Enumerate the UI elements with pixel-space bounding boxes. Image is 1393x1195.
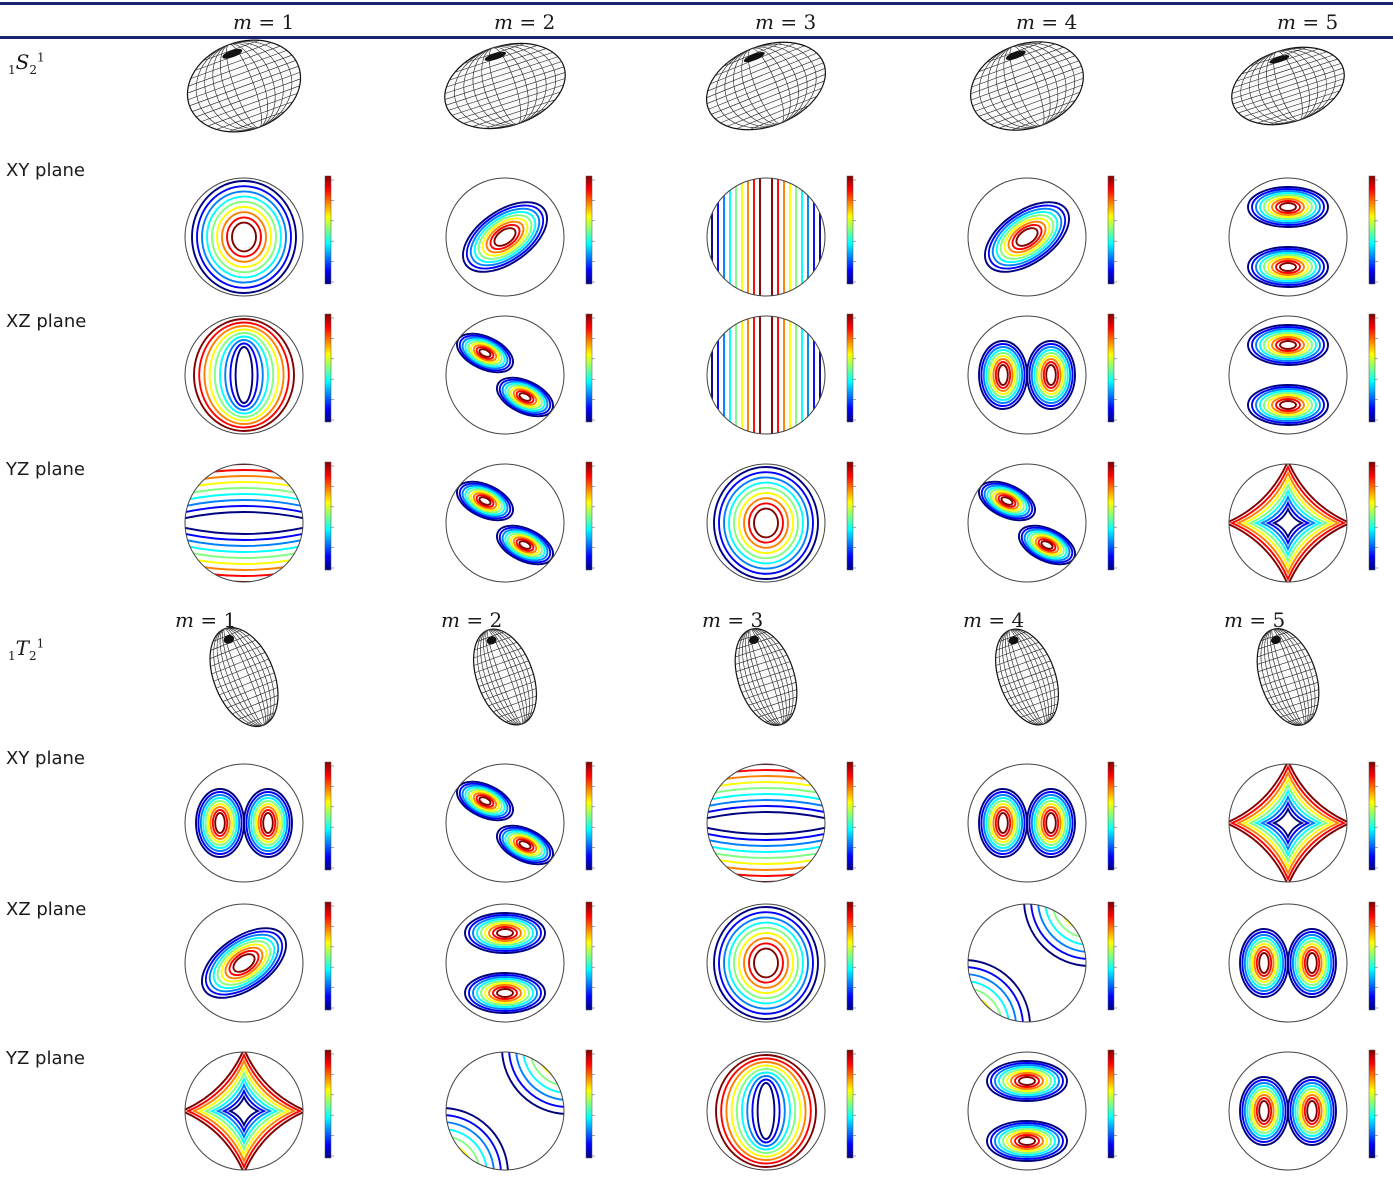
colorbar-s-r1-m1 [324,175,334,285]
contour-s-r3-m3 [706,463,826,583]
contour-t-r2-m5 [1228,903,1348,1023]
contour-t-r3-m5 [1228,1051,1348,1171]
contour-t-r1-m1 [184,763,304,883]
colorbar-s-r3-m5 [1368,461,1378,571]
shape-s-m4 [970,41,1084,131]
colorbar-t-r1-m1 [324,761,334,871]
colorbar-t-r3-m5 [1368,1049,1378,1159]
shape-t-m3 [734,628,798,726]
colorbar-s-r2-m1 [324,313,334,423]
contour-s-r1-m1 [184,177,304,297]
contour-t-r1-m4 [967,763,1087,883]
colorbar-t-r2-m3 [846,901,856,1011]
shape-s-m1 [186,39,302,133]
colorbar-s-r3-m4 [1107,461,1117,571]
contour-s-r3-m2 [445,463,565,583]
contour-t-r2-m3 [706,903,826,1023]
shape-s-m3 [705,41,827,131]
contour-s-r1-m5 [1228,177,1348,297]
shape-t-m5 [1256,628,1320,726]
contour-t-r3-m4 [967,1051,1087,1171]
contour-t-r2-m4 [967,903,1087,1023]
column-header-m4-second: m = 4 [963,608,1025,632]
column-header-m4: m = 4 [1016,10,1078,34]
colorbar-t-r3-m3 [846,1049,856,1159]
contour-s-r3-m1 [184,463,304,583]
column-header-m3: m = 3 [755,10,817,34]
contour-s-r2-m2 [445,315,565,435]
colorbar-t-r3-m4 [1107,1049,1117,1159]
colorbar-t-r1-m5 [1368,761,1378,871]
colorbar-t-r2-m1 [324,901,334,1011]
colorbar-t-r1-m2 [585,761,595,871]
column-header-m5: m = 5 [1277,10,1339,34]
row-label-s-xy: XY plane [6,160,85,181]
shape-t-m1 [209,626,279,728]
header-rule [0,36,1393,39]
column-header-m1-second: m = 1 [175,608,237,632]
contour-t-r1-m3 [706,763,826,883]
colorbar-t-r2-m2 [585,901,595,1011]
section-symbol-t: 1T21 [8,636,45,663]
top-rule [0,2,1393,5]
colorbar-s-r1-m4 [1107,175,1117,285]
row-label-t-yz: YZ plane [6,1048,85,1069]
colorbar-s-r1-m5 [1368,175,1378,285]
colorbar-t-r3-m2 [585,1049,595,1159]
colorbar-s-r3-m2 [585,461,595,571]
column-header-m1: m = 1 [233,10,295,34]
contour-s-r2-m5 [1228,315,1348,435]
colorbar-t-r2-m5 [1368,901,1378,1011]
colorbar-s-r2-m3 [846,313,856,423]
contour-t-r3-m2 [445,1051,565,1171]
column-header-m2: m = 2 [494,10,556,34]
column-header-m5-second: m = 5 [1224,608,1286,632]
contour-t-r3-m1 [184,1051,304,1171]
colorbar-t-r1-m4 [1107,761,1117,871]
section-symbol-s: 1S21 [8,50,45,77]
row-label-s-xz: XZ plane [6,311,87,332]
contour-s-r2-m3 [706,315,826,435]
row-label-t-xy: XY plane [6,748,85,769]
contour-t-r3-m3 [706,1051,826,1171]
contour-s-r3-m4 [967,463,1087,583]
contour-t-r2-m1 [184,903,304,1023]
row-label-s-yz: YZ plane [6,459,85,480]
colorbar-s-r3-m1 [324,461,334,571]
contour-t-r2-m2 [445,903,565,1023]
colorbar-s-r1-m2 [585,175,595,285]
colorbar-s-r3-m3 [846,461,856,571]
shape-t-m2 [473,628,537,726]
column-header-m3-second: m = 3 [702,608,764,632]
colorbar-s-r1-m3 [846,175,856,285]
column-header-m2-second: m = 2 [441,608,503,632]
colorbar-s-r2-m2 [585,313,595,423]
contour-s-r2-m4 [967,315,1087,435]
colorbar-s-r2-m5 [1368,313,1378,423]
contour-t-r1-m2 [445,763,565,883]
contour-s-r3-m5 [1228,463,1348,583]
contour-s-r1-m2 [445,177,565,297]
contour-s-r1-m3 [706,177,826,297]
shape-s-m5 [1231,46,1345,126]
colorbar-t-r1-m3 [846,761,856,871]
shape-t-m4 [995,628,1059,726]
colorbar-t-r3-m1 [324,1049,334,1159]
colorbar-s-r2-m4 [1107,313,1117,423]
contour-s-r2-m1 [184,315,304,435]
contour-s-r1-m4 [967,177,1087,297]
contour-t-r1-m5 [1228,763,1348,883]
colorbar-t-r2-m4 [1107,901,1117,1011]
row-label-t-xz: XZ plane [6,899,87,920]
shape-s-m2 [444,42,566,130]
